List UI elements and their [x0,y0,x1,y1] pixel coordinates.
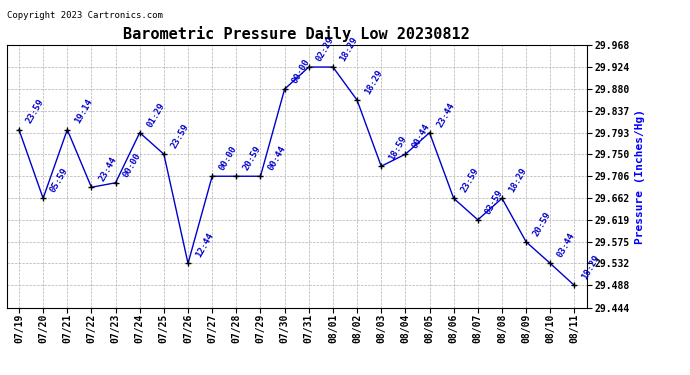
Text: 23:59: 23:59 [25,98,46,126]
Text: 00:00: 00:00 [218,144,239,172]
Text: 18:59: 18:59 [387,134,408,162]
Text: 03:59: 03:59 [484,188,504,216]
Text: 18:29: 18:29 [580,254,601,281]
Text: 18:29: 18:29 [508,166,529,194]
Text: 19:14: 19:14 [73,98,94,126]
Text: 01:29: 01:29 [146,101,166,129]
Title: Barometric Pressure Daily Low 20230812: Barometric Pressure Daily Low 20230812 [124,27,470,42]
Text: 05:59: 05:59 [49,166,70,194]
Text: 02:29: 02:29 [315,35,335,63]
Text: 23:59: 23:59 [170,122,190,150]
Text: Copyright 2023 Cartronics.com: Copyright 2023 Cartronics.com [7,11,163,20]
Text: 18:29: 18:29 [339,35,359,63]
Text: 20:59: 20:59 [242,144,263,172]
Text: 00:44: 00:44 [266,144,287,172]
Text: 12:44: 12:44 [194,231,215,259]
Y-axis label: Pressure (Inches/Hg): Pressure (Inches/Hg) [635,109,645,244]
Text: 00:00: 00:00 [290,57,311,85]
Text: 20:59: 20:59 [532,210,553,238]
Text: 18:29: 18:29 [363,68,384,96]
Text: 23:44: 23:44 [97,155,118,183]
Text: 00:00: 00:00 [121,151,142,178]
Text: 23:59: 23:59 [460,166,480,194]
Text: 23:44: 23:44 [435,101,456,129]
Text: 03:44: 03:44 [556,231,577,259]
Text: 00:44: 00:44 [411,122,432,150]
